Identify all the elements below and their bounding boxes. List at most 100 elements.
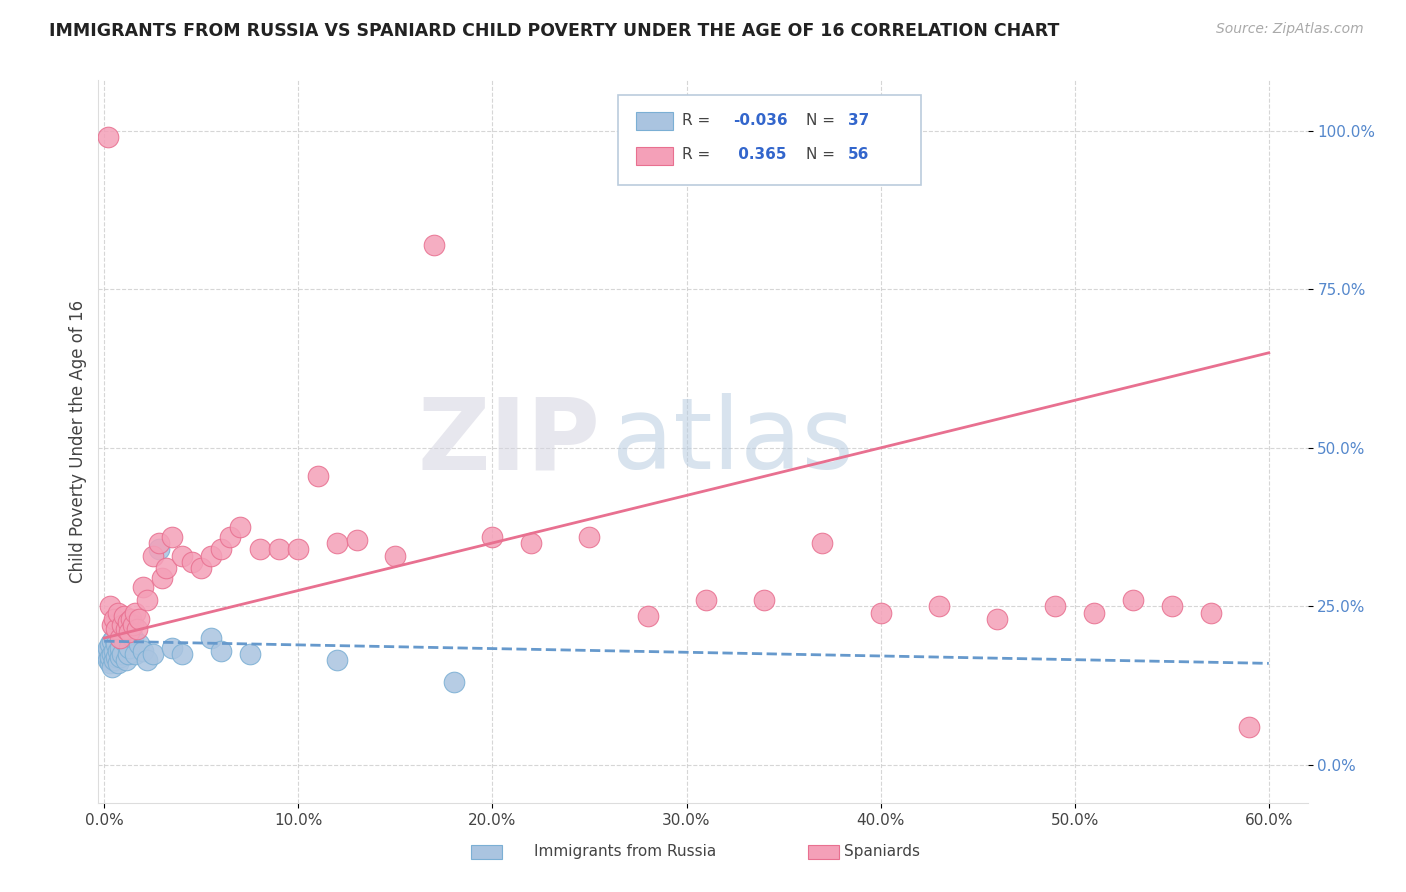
Point xyxy=(811,536,834,550)
Y-axis label: Child Poverty Under the Age of 16: Child Poverty Under the Age of 16 xyxy=(69,300,87,583)
Point xyxy=(160,640,183,655)
Point xyxy=(103,612,125,626)
Point xyxy=(267,542,290,557)
Point xyxy=(928,599,950,614)
Point xyxy=(107,643,129,657)
Point xyxy=(384,549,406,563)
Point xyxy=(112,608,135,623)
Point xyxy=(1045,599,1067,614)
Point xyxy=(101,647,124,661)
Point xyxy=(200,631,222,645)
Text: 56: 56 xyxy=(848,147,869,162)
Point xyxy=(136,593,159,607)
Point xyxy=(326,536,349,550)
Text: R =: R = xyxy=(682,112,710,128)
Point xyxy=(578,530,600,544)
Text: Immigrants from Russia: Immigrants from Russia xyxy=(534,845,717,859)
Point xyxy=(142,549,165,563)
Point xyxy=(190,561,212,575)
Text: IMMIGRANTS FROM RUSSIA VS SPANIARD CHILD POVERTY UNDER THE AGE OF 16 CORRELATION: IMMIGRANTS FROM RUSSIA VS SPANIARD CHILD… xyxy=(49,22,1060,40)
Text: atlas: atlas xyxy=(613,393,853,490)
Text: R =: R = xyxy=(682,147,710,162)
Point xyxy=(1199,606,1222,620)
Text: Source: ZipAtlas.com: Source: ZipAtlas.com xyxy=(1216,22,1364,37)
Point xyxy=(104,622,127,636)
Point xyxy=(443,675,465,690)
Point xyxy=(986,612,1008,626)
Point xyxy=(152,571,174,585)
Point xyxy=(111,647,134,661)
Point xyxy=(98,657,121,671)
Text: 37: 37 xyxy=(848,112,869,128)
Point xyxy=(127,622,149,636)
Point xyxy=(108,650,131,665)
Text: N =: N = xyxy=(806,112,835,128)
Point xyxy=(695,593,717,607)
Point xyxy=(249,542,271,557)
Point xyxy=(239,647,262,661)
Point xyxy=(118,640,141,655)
Point xyxy=(1122,593,1144,607)
Point xyxy=(132,580,155,594)
Point xyxy=(180,555,202,569)
Point xyxy=(108,631,131,645)
Point xyxy=(481,530,503,544)
Point xyxy=(124,606,146,620)
Point xyxy=(114,622,136,636)
Point xyxy=(229,520,252,534)
Point xyxy=(170,549,193,563)
Point xyxy=(111,618,134,632)
Point xyxy=(637,608,659,623)
Point xyxy=(128,612,150,626)
Point xyxy=(107,606,129,620)
Point xyxy=(148,542,170,557)
Point xyxy=(326,653,349,667)
Point xyxy=(103,653,125,667)
Point xyxy=(112,634,135,648)
Point xyxy=(97,130,120,145)
Point xyxy=(209,542,232,557)
Point xyxy=(98,637,121,651)
Point xyxy=(287,542,309,557)
Point xyxy=(122,631,145,645)
Point xyxy=(103,631,125,645)
Point xyxy=(128,637,150,651)
Point xyxy=(160,530,183,544)
Point xyxy=(97,640,120,655)
Point xyxy=(108,640,131,655)
Point xyxy=(869,606,891,620)
Text: -0.036: -0.036 xyxy=(734,112,787,128)
Point xyxy=(307,469,329,483)
Point xyxy=(132,643,155,657)
Point xyxy=(103,643,125,657)
Point xyxy=(423,238,446,252)
Point xyxy=(136,653,159,667)
Point xyxy=(520,536,543,550)
Point xyxy=(155,561,177,575)
Point xyxy=(120,612,142,626)
Point xyxy=(752,593,775,607)
FancyBboxPatch shape xyxy=(637,112,672,130)
Point xyxy=(1083,606,1105,620)
Point xyxy=(148,536,170,550)
Text: ZIP: ZIP xyxy=(418,393,600,490)
Point xyxy=(98,650,121,665)
Point xyxy=(219,530,242,544)
Point xyxy=(104,650,127,665)
Point xyxy=(114,653,136,667)
Point xyxy=(200,549,222,563)
Point xyxy=(209,643,232,657)
Point xyxy=(101,618,124,632)
Point xyxy=(104,637,127,651)
Point xyxy=(117,615,139,630)
Point xyxy=(1239,720,1261,734)
Point xyxy=(346,533,368,547)
FancyBboxPatch shape xyxy=(637,147,672,165)
Point xyxy=(97,653,120,667)
Point xyxy=(98,599,121,614)
Text: Spaniards: Spaniards xyxy=(844,845,920,859)
Point xyxy=(107,657,129,671)
Point xyxy=(96,647,118,661)
Text: 0.365: 0.365 xyxy=(734,147,787,162)
Point xyxy=(124,647,146,661)
